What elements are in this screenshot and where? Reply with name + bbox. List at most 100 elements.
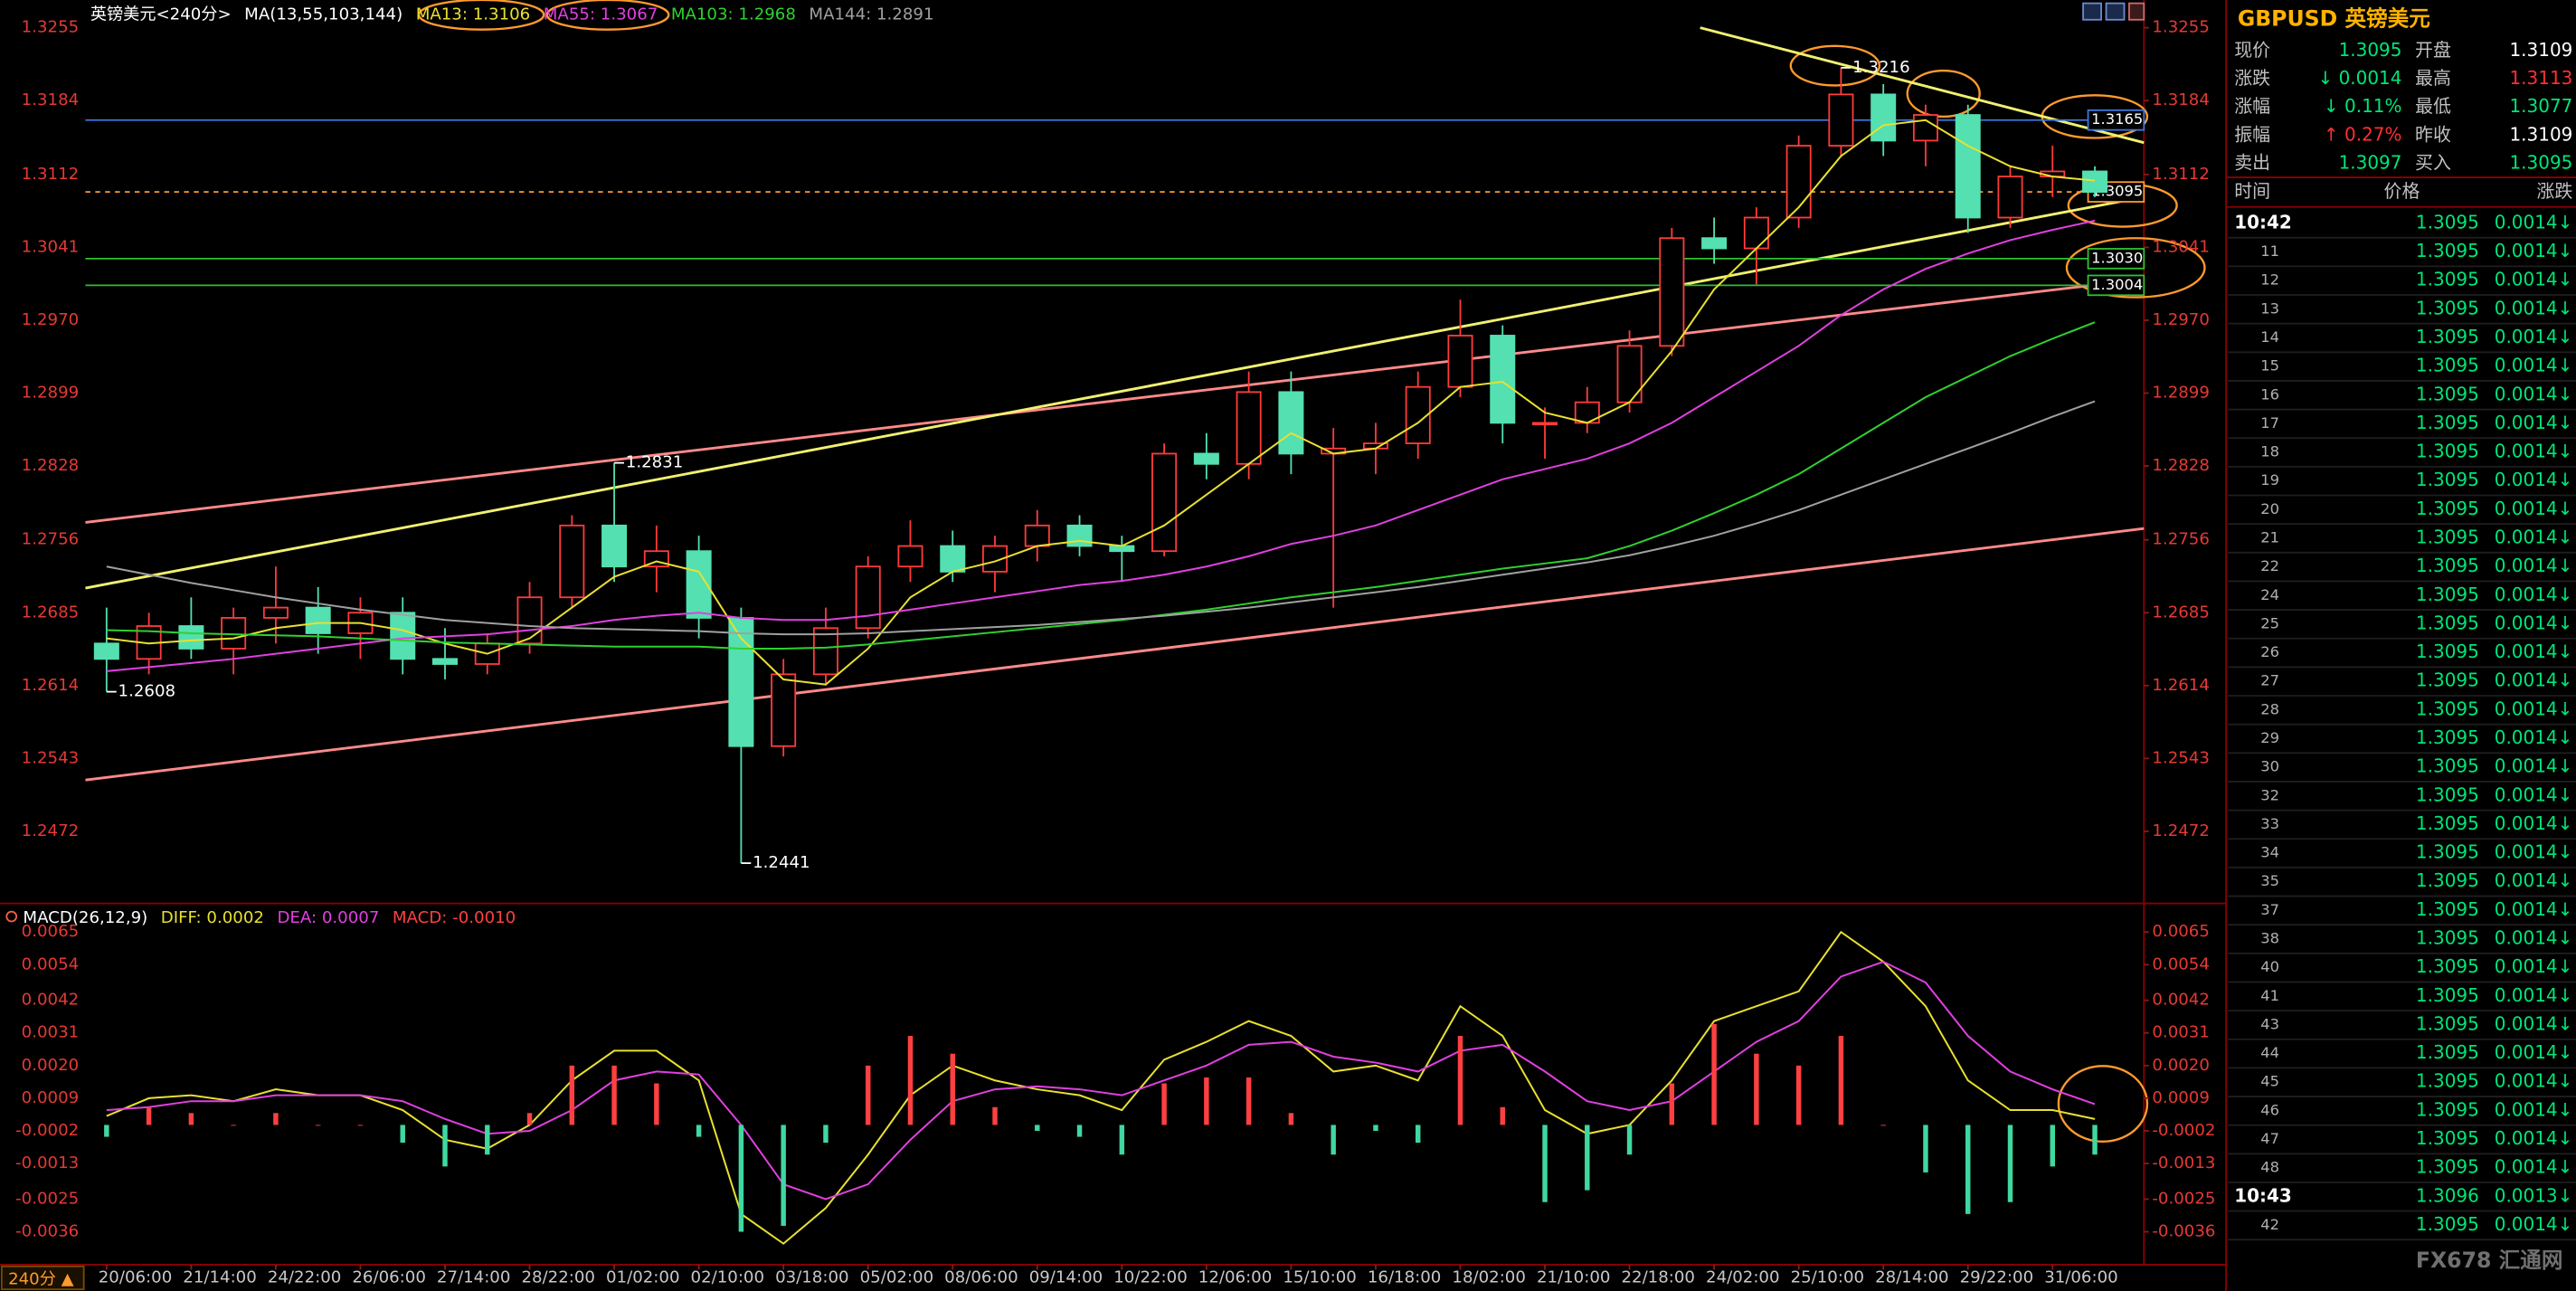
macd-bar xyxy=(1669,1083,1675,1125)
legend-entry: DIFF: 0.0002 xyxy=(161,908,264,927)
x-tick-label: 15/10:00 xyxy=(1283,1267,1357,1286)
y-tick-label: 1.2899 xyxy=(2152,383,2209,402)
y-tick-label: 1.2614 xyxy=(22,676,79,695)
trade-change: 0.0014↓ xyxy=(2495,355,2573,376)
y-tick-label: 1.2756 xyxy=(2152,530,2209,549)
trendline xyxy=(85,278,2145,524)
annotation-ellipse xyxy=(1789,44,1881,87)
trade-change: 0.0014↓ xyxy=(2495,1012,2573,1034)
pane-icon[interactable] xyxy=(5,910,18,923)
x-tick-label: 18/02:00 xyxy=(1452,1267,1526,1286)
trade-change: 0.0014↓ xyxy=(2495,698,2573,719)
macd-bar xyxy=(696,1125,702,1137)
trade-change: 0.0014↓ xyxy=(2495,297,2573,318)
trade-change: 0.0014↓ xyxy=(2495,1041,2573,1063)
trade-price: 1.3095 xyxy=(2416,1070,2479,1092)
trade-price: 1.3095 xyxy=(2416,240,2479,261)
window-buttons[interactable] xyxy=(2082,2,2145,21)
macd-bar xyxy=(273,1113,279,1125)
x-tick-label: 29/22:00 xyxy=(1960,1267,2034,1286)
annotation-ellipse xyxy=(418,0,545,31)
x-tick-label: 28/14:00 xyxy=(1875,1267,1949,1286)
x-tick-label: 21/14:00 xyxy=(183,1267,257,1286)
x-tick-label: 08/06:00 xyxy=(944,1267,1018,1286)
y-tick-label: 1.2756 xyxy=(22,530,79,549)
y-tick-label: -0.0013 xyxy=(2152,1153,2215,1172)
y-tick-label: 1.2828 xyxy=(22,456,79,475)
macd-bar xyxy=(1161,1083,1167,1125)
y-tick-label: 0.0042 xyxy=(2152,991,2209,1010)
trade-change: 0.0013↓ xyxy=(2495,1184,2573,1206)
trade-change: 0.0014↓ xyxy=(2495,1156,2573,1178)
candle-body xyxy=(93,642,119,660)
trade-change: 0.0014↓ xyxy=(2495,841,2573,863)
y-tick-label: 1.2970 xyxy=(2152,310,2209,329)
macd-bar xyxy=(1542,1125,1548,1202)
macd-bar xyxy=(781,1125,786,1226)
y-tick-label: -0.0002 xyxy=(2152,1121,2215,1140)
trade-price: 1.3095 xyxy=(2416,726,2479,748)
macd-bar xyxy=(1119,1125,1125,1155)
trade-change: 0.0014↓ xyxy=(2495,755,2573,777)
y-tick-label: 0.0020 xyxy=(22,1056,79,1075)
button[interactable] xyxy=(2082,2,2102,21)
trade-change: 0.0014↓ xyxy=(2495,584,2573,605)
macd-bar xyxy=(1965,1125,1971,1214)
y-tick-label: 1.3041 xyxy=(22,237,79,256)
period-box[interactable] xyxy=(0,1265,85,1291)
trade-change: 0.0014↓ xyxy=(2495,441,2573,462)
candle-body xyxy=(559,524,585,599)
quote-label: 涨跌 xyxy=(2234,67,2270,89)
trade-price: 1.3095 xyxy=(2416,1098,2479,1120)
candle-body xyxy=(1997,176,2023,219)
x-tick-label: 16/18:00 xyxy=(1368,1267,1442,1286)
trade-change: 0.0014↓ xyxy=(2495,612,2573,633)
trade-price: 1.3095 xyxy=(2416,211,2479,233)
trade-time: 25 xyxy=(2260,614,2279,631)
candle-body xyxy=(855,565,881,630)
indicator-line xyxy=(106,930,2096,1245)
trade-price: 1.3095 xyxy=(2416,412,2479,433)
trade-change: 0.0014↓ xyxy=(2495,240,2573,261)
y-tick-label: 1.2472 xyxy=(22,821,79,840)
trade-price: 1.3096 xyxy=(2416,1184,2479,1206)
y-tick-label: 1.3112 xyxy=(2152,165,2209,184)
trade-change: 0.0014↓ xyxy=(2495,555,2573,576)
quote-label: 振幅 xyxy=(2234,123,2270,145)
candle-body xyxy=(1870,93,1897,142)
price-line-label: 1.3165 xyxy=(2091,110,2143,128)
x-tick-label: 09/14:00 xyxy=(1029,1267,1103,1286)
y-tick-label: 1.3255 xyxy=(22,18,79,37)
y-tick-label: 0.0065 xyxy=(22,922,79,941)
y-tick-label: 0.0009 xyxy=(2152,1088,2209,1107)
quote-value: ↓ 0.11% xyxy=(2324,95,2402,117)
y-tick-label: -0.0002 xyxy=(15,1121,79,1140)
macd-bar xyxy=(1626,1125,1633,1155)
trade-change: 0.0014↓ xyxy=(2495,641,2573,662)
button[interactable] xyxy=(2105,2,2126,21)
x-tick-label: 10/22:00 xyxy=(1113,1267,1188,1286)
legend-entry: DEA: 0.0007 xyxy=(277,908,379,927)
macd-bar xyxy=(1585,1125,1590,1191)
button[interactable] xyxy=(2128,2,2145,21)
period-selector[interactable]: 240分 ▲ xyxy=(8,1269,74,1288)
trade-time: 18 xyxy=(2260,443,2279,460)
trade-change: 0.0014↓ xyxy=(2495,1070,2573,1092)
trade-price: 1.3095 xyxy=(2416,869,2479,891)
candle-body xyxy=(601,524,628,568)
candle-body xyxy=(1490,335,1516,424)
x-tick-label: 22/18:00 xyxy=(1621,1267,1695,1286)
candle-body xyxy=(1278,391,1304,455)
trade-change: 0.0014↓ xyxy=(2495,927,2573,949)
candle-body xyxy=(1743,216,1769,250)
x-tick-label: 24/22:00 xyxy=(268,1267,342,1286)
y-tick-label: 0.0054 xyxy=(22,954,79,973)
trade-time: 42 xyxy=(2260,1216,2279,1233)
trade-change: 0.0014↓ xyxy=(2495,326,2573,347)
trade-price: 1.3095 xyxy=(2416,269,2479,290)
trade-time: 11 xyxy=(2260,242,2279,260)
y-tick-label: 1.2543 xyxy=(2152,748,2209,767)
trade-time: 21 xyxy=(2260,529,2279,546)
